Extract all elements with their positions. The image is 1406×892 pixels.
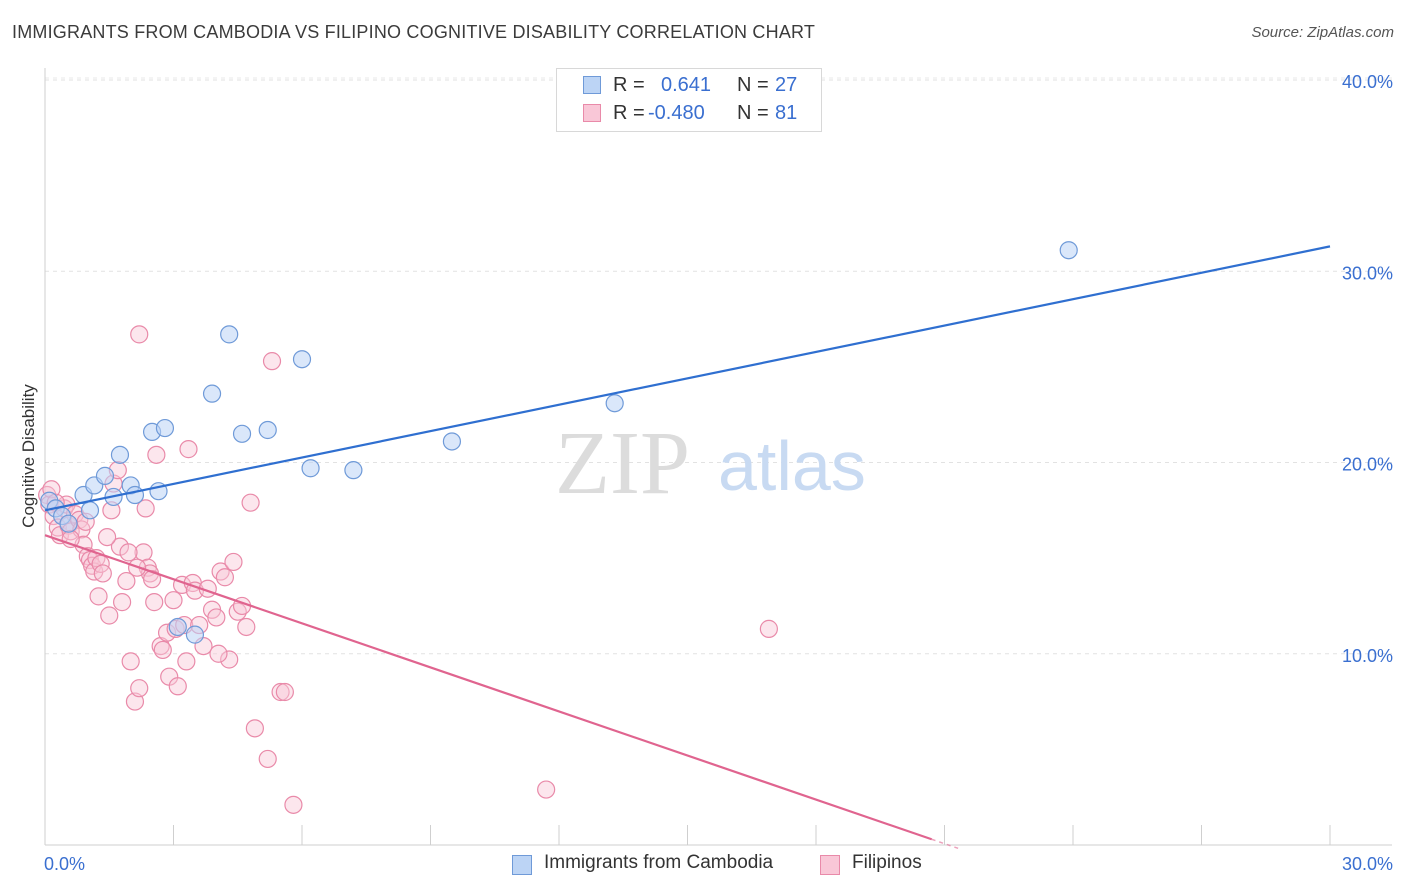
point-cambodia <box>232 424 252 443</box>
point-filipinos <box>258 749 277 769</box>
legend-r-value-filipinos: -0.480 <box>648 102 705 124</box>
watermark-atlas: atlas <box>718 427 866 505</box>
y-axis-label: Cognitive Disability <box>19 384 38 528</box>
point-cambodia <box>202 384 222 403</box>
point-cambodia <box>258 420 277 440</box>
series-cambodia-points <box>40 241 1078 644</box>
point-filipinos <box>145 593 164 612</box>
point-filipinos <box>168 677 187 696</box>
point-filipinos <box>241 493 260 512</box>
bottom-legend-label-filipinos: Filipinos <box>852 852 922 873</box>
point-cambodia <box>59 514 78 533</box>
point-filipinos <box>237 617 256 637</box>
series-filipinos-points <box>38 325 778 814</box>
point-filipinos <box>220 650 239 669</box>
legend-n-label: N = <box>737 74 769 96</box>
trend-line-filipinos-extension <box>931 838 962 851</box>
y-tick-label-30: 30.0% <box>1342 263 1393 283</box>
legend-swatch-filipinos <box>583 104 601 122</box>
point-filipinos <box>177 652 196 671</box>
legend-r-label: R = <box>613 74 645 96</box>
point-cambodia <box>220 325 239 344</box>
legend-r-label: R = <box>613 102 645 124</box>
point-filipinos <box>93 564 112 583</box>
point-cambodia <box>605 394 624 413</box>
point-cambodia <box>125 485 145 505</box>
point-cambodia <box>442 432 462 451</box>
point-cambodia <box>95 466 115 485</box>
point-filipinos <box>147 445 166 464</box>
point-filipinos <box>112 593 132 612</box>
point-filipinos <box>136 499 155 518</box>
point-filipinos <box>98 527 117 547</box>
legend-r-value-cambodia: 0.641 <box>661 74 712 96</box>
bottom-legend-swatch-cambodia <box>512 855 532 875</box>
watermark: ZIP atlas <box>555 414 866 513</box>
legend-swatch-cambodia <box>583 76 601 94</box>
y-tick-labels: 10.0% 20.0% 30.0% 40.0% <box>1342 72 1393 666</box>
point-filipinos <box>209 644 228 663</box>
point-filipinos <box>262 352 282 371</box>
axes <box>44 68 1392 846</box>
point-filipinos <box>759 619 778 638</box>
point-filipinos <box>271 682 290 702</box>
legend-row-cambodia: R = 0.641 N = 27 <box>557 72 821 100</box>
point-cambodia <box>185 625 205 644</box>
point-filipinos <box>284 795 303 814</box>
point-cambodia <box>292 350 312 369</box>
point-filipinos <box>215 568 234 587</box>
point-filipinos <box>153 640 172 660</box>
point-filipinos <box>245 719 264 738</box>
point-filipinos <box>117 571 136 591</box>
point-filipinos <box>164 591 183 610</box>
point-cambodia <box>168 617 187 637</box>
point-filipinos <box>224 552 243 572</box>
point-filipinos <box>130 325 149 344</box>
x-tick-label-max: 30.0% <box>1342 854 1393 874</box>
x-tick-label-min: 0.0% <box>44 854 85 874</box>
point-filipinos <box>142 570 162 589</box>
point-cambodia <box>110 445 130 464</box>
y-tick-label-10: 10.0% <box>1342 646 1393 666</box>
point-cambodia <box>80 501 100 520</box>
point-cambodia <box>155 418 175 438</box>
legend-n-value-cambodia: 27 <box>775 74 798 96</box>
bottom-legend-swatch-filipinos <box>820 855 840 875</box>
y-tick-label-20: 20.0% <box>1342 455 1393 475</box>
point-filipinos <box>100 606 119 625</box>
legend-n-label: N = <box>737 102 769 124</box>
point-filipinos <box>119 543 138 562</box>
point-filipinos <box>130 679 149 698</box>
point-filipinos <box>121 652 140 671</box>
point-filipinos <box>275 682 294 702</box>
legend-n-value-filipinos: 81 <box>775 102 798 124</box>
point-filipinos <box>537 780 556 799</box>
correlation-legend: R = 0.641 N = 27 R = -0.480 N = 81 <box>556 68 822 132</box>
point-cambodia <box>1059 241 1078 260</box>
watermark-zip: ZIP <box>555 414 690 513</box>
y-tick-label-40: 40.0% <box>1342 72 1393 92</box>
chart-title: IMMIGRANTS FROM CAMBODIA VS FILIPINO COG… <box>12 22 816 42</box>
bottom-legend-label-cambodia: Immigrants from Cambodia <box>544 852 774 873</box>
point-filipinos <box>179 440 198 459</box>
point-cambodia <box>344 461 363 480</box>
point-filipinos <box>207 608 226 627</box>
trend-line-filipinos <box>44 534 933 841</box>
source-label: Source: ZipAtlas.com <box>1251 24 1394 41</box>
trend-line-cambodia <box>44 245 1331 512</box>
gridlines <box>45 77 1392 655</box>
point-filipinos <box>125 692 145 711</box>
point-filipinos <box>89 587 108 606</box>
point-cambodia <box>301 459 320 478</box>
legend-row-filipinos: R = -0.480 N = 81 <box>557 100 821 128</box>
trend-lines <box>44 245 1331 851</box>
